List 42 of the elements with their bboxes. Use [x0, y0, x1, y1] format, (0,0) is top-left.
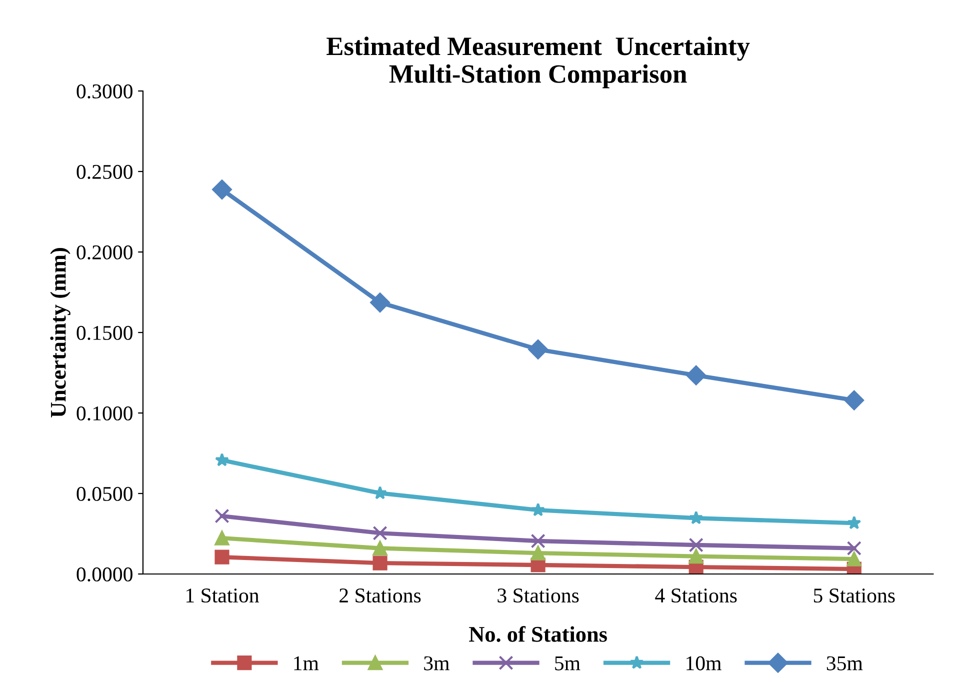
legend-label: 5m — [555, 656, 580, 670]
point — [373, 486, 388, 500]
point — [370, 292, 390, 312]
legend-label: 1m — [294, 656, 319, 670]
point — [530, 534, 546, 548]
x-axis-title: No. of Stations — [469, 626, 607, 642]
x-tick-label: 3 Stations — [498, 588, 579, 603]
point — [847, 516, 862, 530]
point — [530, 546, 546, 560]
point — [688, 548, 704, 564]
point — [372, 540, 388, 556]
y-tick-label: 0.1000 — [76, 406, 132, 421]
y-tick-label: 0.3000 — [76, 84, 132, 99]
point — [844, 390, 864, 410]
y-tick-label: 0.1500 — [76, 326, 132, 340]
point — [214, 452, 229, 466]
point — [214, 550, 230, 564]
x-tick-label: 1 Station — [186, 588, 259, 603]
legend-label: 3m — [424, 656, 450, 670]
point — [528, 340, 548, 360]
point — [689, 510, 704, 524]
y-axis-title: Uncertainty (mm) — [50, 248, 70, 418]
point — [688, 538, 704, 552]
point — [214, 508, 230, 524]
x-tick-label: 2 Stations — [340, 588, 421, 603]
x-tick-label: 5 Stations — [814, 588, 895, 603]
point — [686, 365, 706, 386]
point — [846, 552, 862, 566]
x-tick-label: 4 Stations — [655, 588, 737, 603]
point — [846, 540, 862, 556]
chart-title: Estimated Measurement Uncertainty Multi-Station Comparison — [326, 36, 750, 88]
point — [372, 556, 388, 570]
point — [531, 502, 546, 516]
point — [214, 530, 230, 546]
y-tick-label: 0.0000 — [76, 567, 132, 582]
legend-label: 10m — [686, 656, 722, 670]
y-tick-label: 0.0500 — [76, 486, 132, 502]
y-tick-label: 0.2000 — [76, 245, 132, 260]
point — [212, 180, 232, 200]
point — [372, 526, 388, 540]
y-tick-label: 0.2500 — [76, 164, 132, 180]
legend-label: 35m — [826, 656, 863, 670]
